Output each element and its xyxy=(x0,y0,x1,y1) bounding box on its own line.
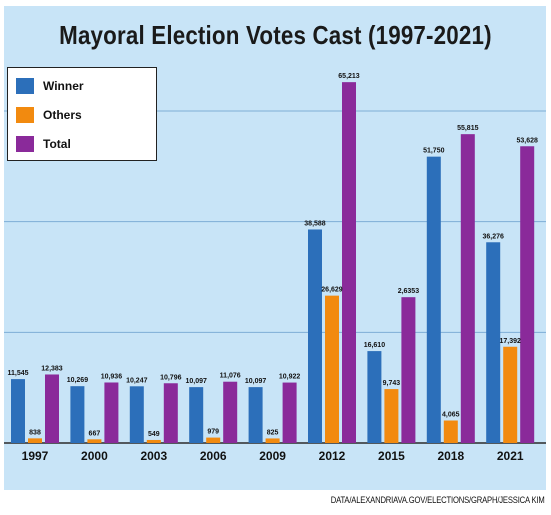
data-label-winner-2015: 16,610 xyxy=(364,342,386,349)
data-label-winner-2012: 38,588 xyxy=(304,220,326,227)
data-label-others-1997: 838 xyxy=(29,429,41,436)
data-label-others-2018: 4,065 xyxy=(442,412,460,419)
data-label-others-2012: 26,629 xyxy=(321,287,343,294)
bar-others-2015 xyxy=(384,389,399,443)
bar-total-1997 xyxy=(45,374,59,443)
bar-winner-2003 xyxy=(129,386,144,443)
bar-total-2012 xyxy=(342,82,356,444)
x-tick-label-2015: 2015 xyxy=(378,449,405,463)
data-label-total-2021: 53,628 xyxy=(516,137,538,144)
x-tick-label-2003: 2003 xyxy=(140,449,167,463)
data-label-others-2009: 825 xyxy=(267,429,279,436)
x-tick-label-2021: 2021 xyxy=(497,449,524,463)
data-label-others-2003: 549 xyxy=(148,431,160,438)
legend-item-others: Others xyxy=(16,106,82,124)
x-tick-labels: 1997 2000 2003 2006 2009 2012 2015 2018 2021 xyxy=(22,449,524,463)
bar-winner-2006 xyxy=(189,387,204,443)
chart-title: Mayoral Election Votes Cast (1997-2021) xyxy=(59,20,492,50)
bar-others-1997 xyxy=(28,438,42,443)
bar-total-2009 xyxy=(282,382,297,443)
data-label-others-2006: 979 xyxy=(207,429,219,436)
legend-swatch-others xyxy=(16,107,34,123)
legend-item-total: Total xyxy=(16,135,71,153)
source-credit: DATA/ALEXANDRIAVA.GOV/ELECTIONS/GRAPH/JE… xyxy=(331,495,545,505)
x-tick-label-2006: 2006 xyxy=(200,449,227,463)
data-label-winner-1997: 11,545 xyxy=(7,370,28,377)
data-label-winner-2018: 51,750 xyxy=(423,148,445,155)
legend-item-winner: Winner xyxy=(16,77,84,95)
legend-label-others: Others xyxy=(43,108,82,122)
bar-others-2009 xyxy=(265,438,280,443)
bar-winner-2021 xyxy=(486,242,501,443)
bar-total-2000 xyxy=(104,382,119,443)
bar-winner-2009 xyxy=(248,387,263,443)
legend-swatch-total xyxy=(16,136,34,152)
bar-others-2000 xyxy=(87,439,102,443)
bar-others-2021 xyxy=(503,346,518,443)
legend-swatch-winner xyxy=(16,78,34,94)
bar-others-2003 xyxy=(146,439,161,443)
x-tick-label-1997: 1997 xyxy=(22,449,49,463)
bar-others-2018 xyxy=(443,420,458,443)
bar-total-2006 xyxy=(223,381,238,443)
legend-label-winner: Winner xyxy=(43,79,84,93)
data-label-winner-2003: 10,247 xyxy=(126,377,148,384)
x-tick-label-2012: 2012 xyxy=(319,449,346,463)
bar-winner-2018 xyxy=(426,156,441,443)
data-label-winner-2009: 10,097 xyxy=(245,378,267,385)
data-label-winner-2021: 36,276 xyxy=(482,233,504,240)
data-label-total-2006: 11,076 xyxy=(220,373,241,380)
bar-winner-1997 xyxy=(11,379,25,443)
bar-others-2006 xyxy=(206,437,221,443)
x-tick-label-2018: 2018 xyxy=(437,449,464,463)
data-label-total-2000: 10,936 xyxy=(101,373,123,380)
data-label-total-2018: 55,815 xyxy=(457,125,479,132)
legend-label-total: Total xyxy=(43,137,71,151)
data-label-others-2015: 9,743 xyxy=(383,380,401,387)
x-tick-label-2000: 2000 xyxy=(81,449,108,463)
data-label-others-2000: 667 xyxy=(89,430,101,437)
data-label-others-2021: 17,392 xyxy=(499,338,521,345)
bars xyxy=(11,82,535,444)
bar-winner-2000 xyxy=(70,386,85,443)
data-label-total-1997: 12,383 xyxy=(41,365,63,372)
bar-total-2018 xyxy=(460,134,475,444)
bar-total-2003 xyxy=(163,383,178,443)
bar-total-2021 xyxy=(520,146,535,443)
x-tick-label-2009: 2009 xyxy=(259,449,286,463)
data-label-total-2015: 2,6353 xyxy=(398,288,420,295)
data-label-winner-2000: 10,269 xyxy=(67,377,89,384)
bar-winner-2012 xyxy=(308,229,322,443)
legend: Winner Others Total xyxy=(7,67,157,161)
bar-total-2015 xyxy=(401,297,416,443)
data-label-total-2012: 65,213 xyxy=(338,73,360,80)
data-label-winner-2006: 10,097 xyxy=(185,378,207,385)
bar-winner-2015 xyxy=(367,351,382,443)
data-label-total-2009: 10,922 xyxy=(279,374,301,381)
bar-others-2012 xyxy=(325,295,339,443)
data-label-total-2003: 10,796 xyxy=(160,374,182,381)
